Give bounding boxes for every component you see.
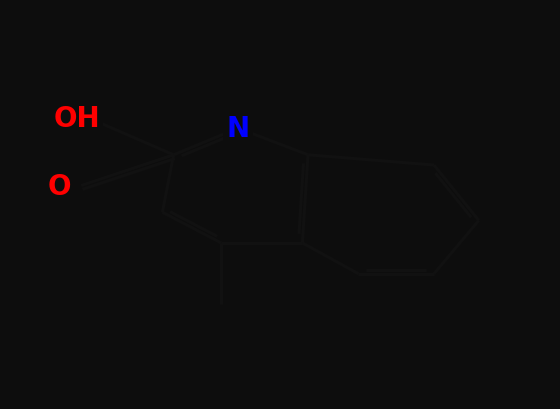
Text: O: O — [48, 172, 71, 200]
Text: N: N — [226, 115, 250, 143]
Text: OH: OH — [53, 105, 100, 133]
